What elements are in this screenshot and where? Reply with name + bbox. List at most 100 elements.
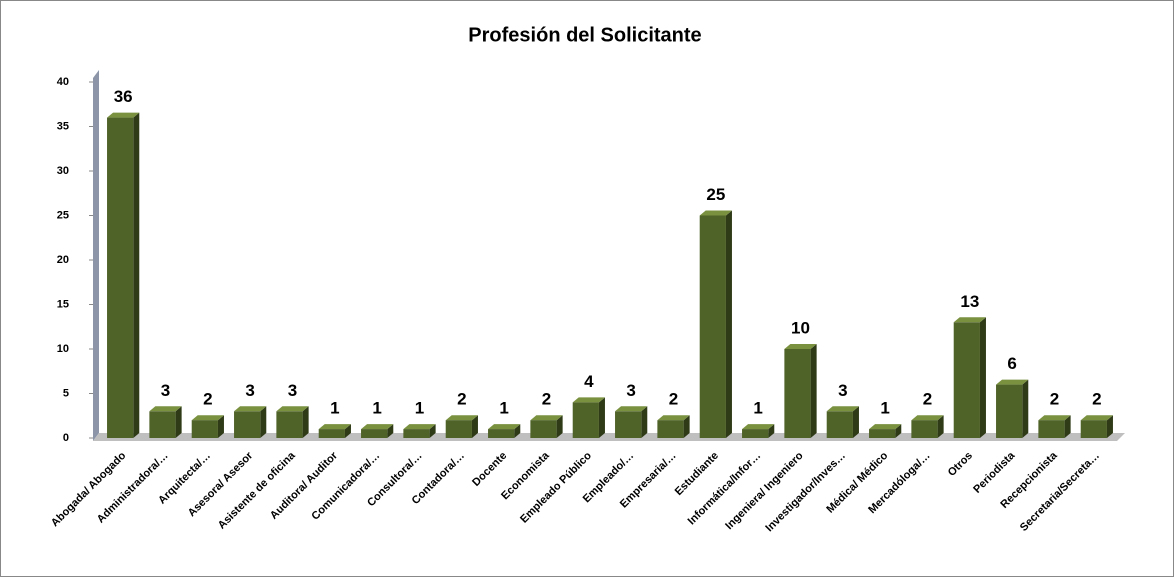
bar — [572, 397, 605, 438]
y-tick-label: 40 — [57, 76, 69, 88]
bar — [953, 317, 986, 438]
bar — [826, 406, 859, 438]
bar-front — [276, 411, 303, 438]
bar-top — [784, 344, 817, 349]
bar-front — [234, 411, 261, 438]
y-tick-label: 5 — [63, 387, 69, 399]
bar — [1080, 415, 1113, 438]
value-label: 1 — [330, 399, 339, 418]
value-label: 1 — [499, 399, 508, 418]
bar-top — [403, 424, 436, 430]
bar-top — [191, 415, 224, 421]
bar — [107, 112, 140, 438]
bar-front — [657, 420, 684, 438]
chart-title: Profesión del Solicitante — [468, 24, 701, 46]
y-tick-label: 30 — [57, 165, 69, 177]
bar — [699, 210, 732, 438]
bar — [149, 406, 182, 438]
bar-front — [530, 420, 557, 438]
bar-front — [742, 429, 769, 438]
bar-front — [445, 420, 472, 438]
bar — [403, 424, 436, 438]
y-tick-label: 20 — [57, 254, 69, 266]
bar-top — [742, 424, 775, 430]
bar — [530, 415, 563, 438]
value-label: 13 — [960, 292, 979, 311]
bar-side — [133, 112, 140, 438]
bar — [615, 406, 648, 438]
value-label: 3 — [626, 381, 635, 400]
value-label: 2 — [669, 390, 678, 409]
value-label: 3 — [838, 381, 847, 400]
bar-top — [445, 415, 478, 421]
bar — [657, 415, 690, 438]
bar-side — [852, 406, 859, 438]
bar-top — [657, 415, 690, 421]
y-tick-label: 10 — [57, 343, 69, 355]
bar-front — [784, 349, 811, 438]
bar-top — [826, 406, 859, 412]
bar-side — [302, 406, 309, 438]
bar-front — [911, 420, 938, 438]
bar-front — [996, 384, 1023, 438]
value-label: 2 — [457, 390, 466, 409]
bar-front — [572, 402, 599, 438]
bar — [361, 424, 394, 438]
bar-side — [768, 424, 775, 438]
bar-front — [699, 215, 726, 438]
bar-side — [429, 424, 436, 438]
value-label: 3 — [161, 381, 170, 400]
value-label: 2 — [203, 390, 212, 409]
bar-side — [175, 406, 182, 438]
bar-front — [149, 411, 176, 438]
value-label: 2 — [1050, 390, 1059, 409]
bar-side — [979, 317, 986, 438]
bar-top — [276, 406, 309, 412]
bar-side — [387, 424, 394, 438]
bar-front — [403, 429, 430, 438]
bar-top — [1038, 415, 1071, 421]
bar-front — [953, 322, 980, 438]
bar-side — [260, 406, 267, 438]
bar-top — [107, 112, 140, 118]
value-label: 10 — [791, 318, 810, 337]
value-label: 25 — [706, 185, 725, 204]
bar-side — [683, 415, 690, 438]
value-label: 1 — [753, 399, 762, 418]
bar-front — [869, 429, 896, 438]
bar-side — [937, 415, 944, 438]
bar-front — [318, 429, 345, 438]
bar-top — [488, 424, 521, 430]
bar-top — [530, 415, 563, 421]
bar — [276, 406, 309, 438]
bar-front — [191, 420, 218, 438]
value-label: 1 — [415, 399, 424, 418]
bar-front — [826, 411, 853, 438]
value-label: 1 — [372, 399, 381, 418]
bar-top — [361, 424, 394, 430]
bar-top — [953, 317, 986, 323]
value-label: 2 — [542, 390, 551, 409]
bar-side — [344, 424, 351, 438]
floor — [93, 433, 1125, 441]
bar-top — [149, 406, 182, 412]
bar-front — [1080, 420, 1107, 438]
bar-side — [514, 424, 521, 438]
bar-side — [217, 415, 224, 438]
bar — [488, 424, 521, 438]
bar-top — [615, 406, 648, 412]
value-label: 36 — [114, 87, 133, 106]
bar — [996, 379, 1029, 438]
bar-side — [1022, 379, 1029, 438]
bar-top — [234, 406, 267, 412]
bar-front — [615, 411, 642, 438]
value-label: 3 — [245, 381, 254, 400]
bar-top — [869, 424, 902, 430]
bar — [784, 344, 817, 438]
value-label: 2 — [923, 390, 932, 409]
value-label: 1 — [880, 399, 889, 418]
bar — [911, 415, 944, 438]
